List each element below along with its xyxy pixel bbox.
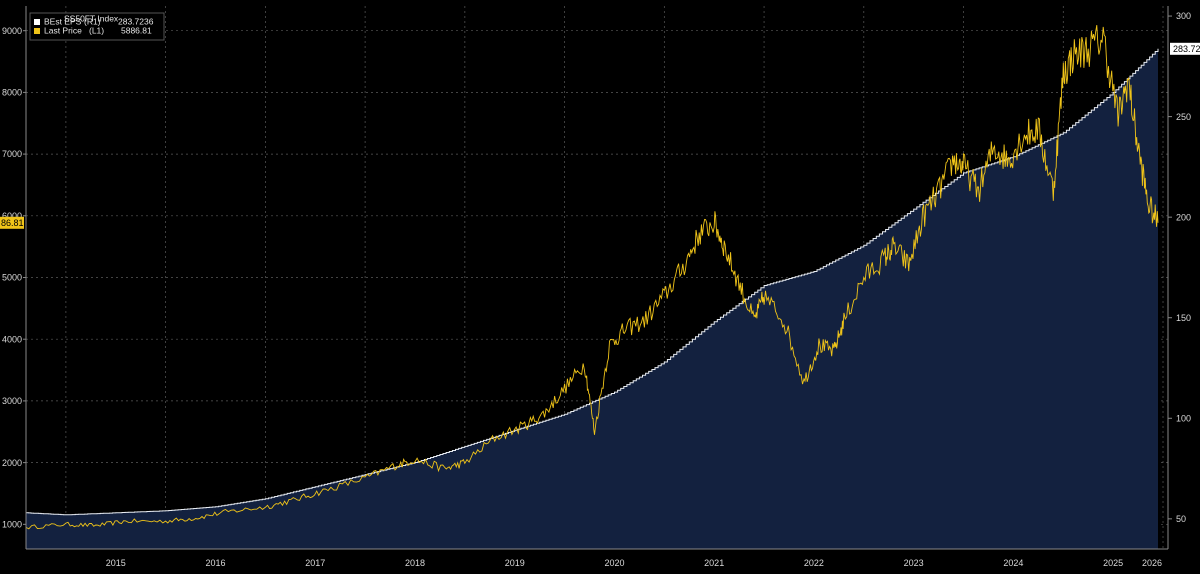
left-tick-label: 1000 xyxy=(2,519,22,529)
price-line xyxy=(25,25,1159,530)
left-tick-label: 2000 xyxy=(2,458,22,468)
left-tick-label: 6000 xyxy=(2,211,22,221)
left-tick-label: 5000 xyxy=(2,273,22,283)
legend-background xyxy=(29,12,165,41)
legend-label-eps: BEst EPS xyxy=(44,16,82,26)
x-tick-label: 2023 xyxy=(904,558,924,568)
left-tick-label: 8000 xyxy=(2,88,22,98)
left-tick-label: 9000 xyxy=(2,26,22,36)
left-tick-label: 7000 xyxy=(2,149,22,159)
right-tick-label: 50 xyxy=(1176,514,1186,524)
right-axis: 50 100 150 200 250 300 xyxy=(1168,11,1191,524)
x-tick-label: 2016 xyxy=(205,558,225,568)
right-tick-label: 200 xyxy=(1176,212,1191,222)
eps-last-value-tag: 283.72 xyxy=(1170,42,1200,55)
x-tick-label: 2017 xyxy=(305,558,325,568)
x-tick-label: 2026 xyxy=(1142,558,1162,568)
left-axis: 1000 2000 3000 4000 5000 6000 7000 8000 9000 xyxy=(2,26,26,529)
x-tick-label: 2022 xyxy=(804,558,824,568)
right-tick-label: 300 xyxy=(1176,11,1191,21)
legend-label-price: Last Price xyxy=(44,25,82,35)
price-tag-background xyxy=(0,216,24,229)
x-tick-label: 2021 xyxy=(704,558,724,568)
legend-axis-price: (L1) xyxy=(89,25,104,35)
x-tick-label: 2020 xyxy=(604,558,624,568)
x-tick-label: 2019 xyxy=(505,558,525,568)
eps-area xyxy=(26,48,1158,550)
right-tick-label: 100 xyxy=(1176,413,1191,423)
x-tick-label: 2018 xyxy=(405,558,425,568)
eps-tag-value: 283.72 xyxy=(1173,44,1200,54)
legend-swatch-price xyxy=(34,28,40,34)
x-tick-label: 2015 xyxy=(106,558,126,568)
x-tick-label: 2024 xyxy=(1003,558,1023,568)
eps-tag-background xyxy=(1170,42,1200,55)
legend: SS50FT Index BEst EPS (R1) 283.7236 Last… xyxy=(29,12,165,41)
x-axis: 2015 2016 2017 2018 2019 2020 2021 2022 2023 2024… xyxy=(106,558,1162,568)
right-tick-label: 250 xyxy=(1176,112,1191,122)
left-tick-label: 3000 xyxy=(2,396,22,406)
chart-title: SS50FT Index xyxy=(64,13,119,23)
price-tag-value: 86.81 xyxy=(1,218,24,228)
x-tick-label: 2025 xyxy=(1103,558,1123,568)
left-tick-label: 4000 xyxy=(2,334,22,344)
price-last-value-tag: 86.81 xyxy=(0,216,24,229)
legend-axis-eps: (R1) xyxy=(84,16,101,26)
legend-value-price: 5886.81 xyxy=(121,25,152,35)
right-tick-label: 150 xyxy=(1176,313,1191,323)
legend-value-eps: 283.7236 xyxy=(118,16,154,26)
legend-swatch-eps xyxy=(34,19,40,25)
